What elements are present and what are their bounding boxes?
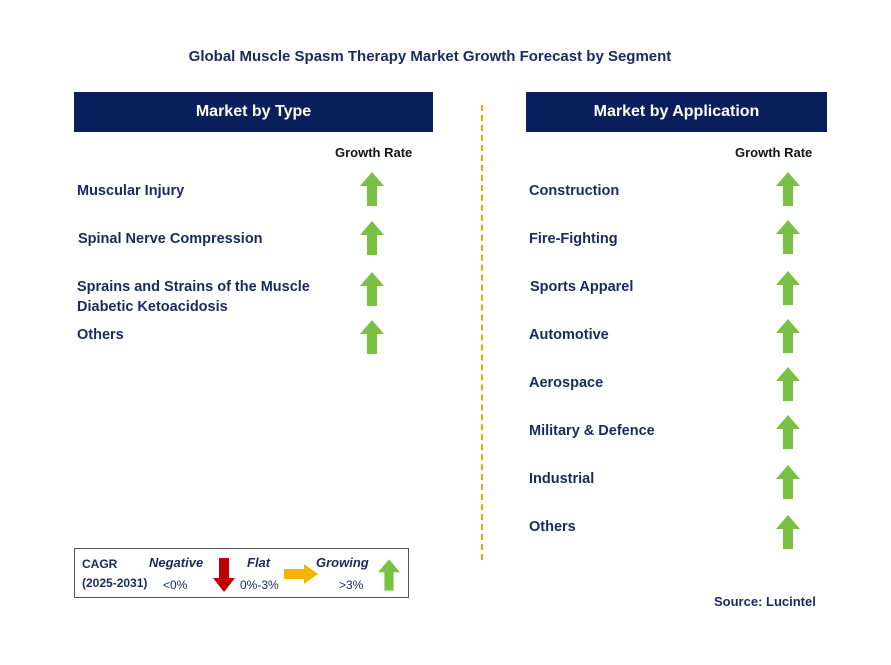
application-item-industrial: Industrial (529, 471, 595, 487)
up-arrow-icon (776, 271, 800, 305)
down-arrow-icon (213, 558, 235, 592)
legend-period: (2025-2031) (82, 576, 148, 590)
panel-divider (481, 105, 483, 560)
right-growth-rate-label: Growth Rate (735, 145, 813, 160)
chart-title: Global Muscle Spasm Therapy Market Growt… (188, 48, 672, 65)
legend-growing-range: >3% (339, 578, 364, 592)
type-item-spinal-nerve-compression: Spinal Nerve Compression (78, 231, 263, 247)
type-item-others: Others (77, 327, 124, 343)
application-item-construction: Construction (529, 183, 620, 199)
type-item-muscular-injury: Muscular Injury (77, 183, 185, 199)
type-item-sprains-strains-line1: Sprains and Strains of the Muscle (77, 279, 310, 295)
up-arrow-icon (776, 515, 800, 549)
market-by-type-header: Market by Type (74, 92, 433, 132)
up-arrow-icon (776, 415, 800, 449)
left-growth-rate-label: Growth Rate (335, 145, 413, 160)
market-by-application-header: Market by Application (526, 92, 827, 132)
up-arrow-icon (776, 319, 800, 353)
up-arrow-icon (776, 367, 800, 401)
right-arrow-icon (284, 564, 318, 584)
market-by-type-header-label: Market by Type (195, 103, 312, 120)
up-arrow-icon (776, 465, 800, 499)
legend-cagr-label: CAGR (82, 557, 118, 571)
market-by-application-header-label: Market by Application (593, 103, 760, 120)
source-label: Source: Lucintel (714, 594, 816, 609)
legend-flat-label: Flat (247, 555, 271, 570)
up-arrow-icon (360, 221, 384, 255)
legend-flat-range: 0%-3% (240, 578, 279, 592)
up-arrow-icon (776, 220, 800, 254)
application-item-others: Others (529, 519, 576, 535)
application-item-aerospace: Aerospace (529, 375, 604, 391)
application-item-sports-apparel: Sports Apparel (530, 279, 634, 295)
up-arrow-icon (360, 320, 384, 354)
application-item-military-defence: Military & Defence (529, 423, 655, 439)
application-item-fire-fighting: Fire-Fighting (529, 231, 618, 247)
up-arrow-icon (378, 559, 400, 591)
up-arrow-icon (776, 172, 800, 206)
type-item-sprains-strains-line2: Diabetic Ketoacidosis (77, 299, 228, 315)
up-arrow-icon (360, 172, 384, 206)
application-item-automotive: Automotive (529, 327, 609, 343)
type-item-sprains-strains: Sprains and Strains of the Muscle Diabet… (77, 277, 310, 317)
cagr-legend: CAGR (2025-2031) Negative <0% Flat 0%-3%… (74, 548, 409, 598)
legend-growing-label: Growing (316, 555, 369, 570)
up-arrow-icon (360, 272, 384, 306)
legend-negative-range: <0% (163, 578, 188, 592)
legend-negative-label: Negative (149, 555, 204, 570)
